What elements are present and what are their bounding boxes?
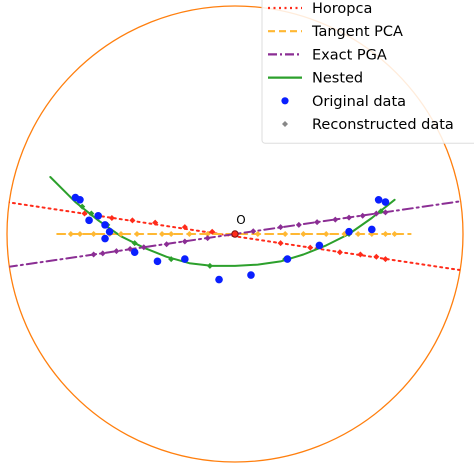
legend-nested-label: Nested [312, 71, 363, 87]
disk-boundary-layer [6, 5, 464, 463]
horopca-reconstructed-point [277, 240, 284, 247]
original-data-point [215, 275, 223, 284]
legend-reconstructed-data-swatch [282, 121, 288, 127]
legend-original-data-label: Original data [312, 94, 406, 110]
original-data-point [94, 211, 102, 220]
exact-pga-reconstructed-point [90, 251, 97, 258]
legend-reconstructed-data-entry: Reconstructed data [282, 117, 454, 133]
horopca-reconstructed-point [129, 217, 136, 224]
nested-reconstructed-point [377, 208, 384, 215]
tangent-pca-reconstructed-point [90, 231, 97, 237]
horopca-reconstructed-point [181, 224, 188, 231]
horopca-reconstructed-point [373, 253, 380, 260]
tangent-pca-reconstructed-point [323, 231, 330, 237]
legend-box [261, 0, 474, 144]
original-data-point [181, 255, 189, 263]
nested-reconstructed-point [88, 210, 95, 217]
original-data-point [130, 248, 139, 257]
reconstructed-points-layer [67, 203, 398, 269]
original-points-layer [71, 193, 390, 284]
horopca-reconstructed-point [152, 219, 159, 226]
legend-horopca-label: Horopca [312, 1, 372, 17]
tangent-pca-reconstructed-point [133, 231, 140, 237]
exact-pga-reconstructed-point [314, 219, 321, 226]
horopca-reconstructed-point [357, 251, 364, 258]
tangent-pca-reconstructed-point [67, 231, 74, 237]
original-data-point [315, 241, 324, 250]
original-data-point [374, 196, 383, 204]
legend-exact-pga-entry: Exact PGA [268, 47, 387, 63]
original-data-point [368, 225, 376, 234]
nested-reconstructed-point [79, 203, 86, 210]
exact-pga-reconstructed-point [99, 250, 106, 257]
legend-horopca-entry: Horopca [268, 1, 372, 17]
horopca-reconstructed-point [382, 256, 389, 263]
original-data-point [105, 227, 114, 236]
origin-layer: O [231, 213, 246, 238]
tangent-pca-reconstructed-point [300, 231, 307, 237]
tangent-pca-reconstructed-point [76, 231, 83, 237]
exact-pga-reconstructed-point [373, 210, 380, 217]
tangent-pca-reconstructed-point [168, 231, 175, 237]
nested-reconstructed-point [131, 240, 138, 247]
tangent-pca-reconstructed-point [382, 231, 389, 237]
exact-pga-reconstructed-point [113, 248, 120, 255]
legend-tangent-pca-label: Tangent PCA [311, 24, 403, 40]
origin-label: O [236, 213, 245, 227]
tangent-pca-reconstructed-point [355, 231, 362, 237]
original-data-point [381, 198, 390, 206]
legend-original-data-entry: Original data [281, 94, 406, 110]
exact-pga-reconstructed-point [277, 224, 284, 231]
legend-original-data-swatch [281, 97, 289, 105]
nested-reconstructed-point [206, 262, 213, 269]
original-data-point [283, 255, 292, 263]
exact-pga-reconstructed-point [250, 228, 257, 235]
original-data-point [85, 216, 93, 225]
horopca-reconstructed-point [209, 228, 216, 235]
exact-pga-reconstructed-point [382, 209, 389, 216]
legend-tangent-pca-entry: Tangent PCA [268, 24, 403, 40]
original-data-point [101, 221, 109, 229]
original-data-point [76, 196, 84, 204]
tangent-pca-reconstructed-point [391, 231, 398, 237]
exact-pga-reconstructed-point [140, 244, 147, 251]
horopca-reconstructed-point [336, 249, 343, 256]
fit-lines-layer [7, 176, 463, 272]
nested-reconstructed-point [168, 256, 175, 263]
tangent-pca-reconstructed-point [186, 231, 193, 237]
legend: Horopca Tangent PCA Exact PGA Nested Origina… [261, 0, 474, 144]
tangent-pca-reconstructed-point [282, 231, 289, 237]
legend-exact-pga-label: Exact PGA [312, 47, 387, 63]
exact-pga-reconstructed-point [204, 235, 211, 242]
exact-pga-reconstructed-point [163, 241, 170, 248]
tangent-pca-reconstructed-point [204, 231, 211, 237]
original-data-point [345, 227, 353, 236]
legend-reconstructed-data-label: Reconstructed data [312, 117, 454, 133]
original-data-point [247, 271, 255, 279]
tangent-pca-reconstructed-point [118, 231, 124, 237]
disk-boundary-circle [6, 5, 464, 463]
tangent-pca-reconstructed-point [254, 231, 261, 237]
horopca-reconstructed-point [81, 210, 88, 217]
exact-pga-reconstructed-point [346, 214, 352, 221]
horopca-reconstructed-point [108, 215, 115, 222]
horopca-reconstructed-point [307, 244, 314, 251]
exact-pga-reconstructed-point [332, 216, 339, 223]
tangent-pca-reconstructed-point [159, 231, 166, 237]
original-data-point [101, 234, 109, 243]
exact-pga-reconstructed-point [359, 212, 366, 219]
legend-items: Horopca Tangent PCA Exact PGA Nested Origina… [268, 1, 454, 133]
legend-nested-entry: Nested [268, 71, 363, 87]
exact-pga-reconstructed-point [295, 221, 302, 228]
original-data-point [153, 257, 162, 266]
exact-pga-reconstructed-point [181, 238, 188, 245]
origin-point [231, 230, 239, 238]
